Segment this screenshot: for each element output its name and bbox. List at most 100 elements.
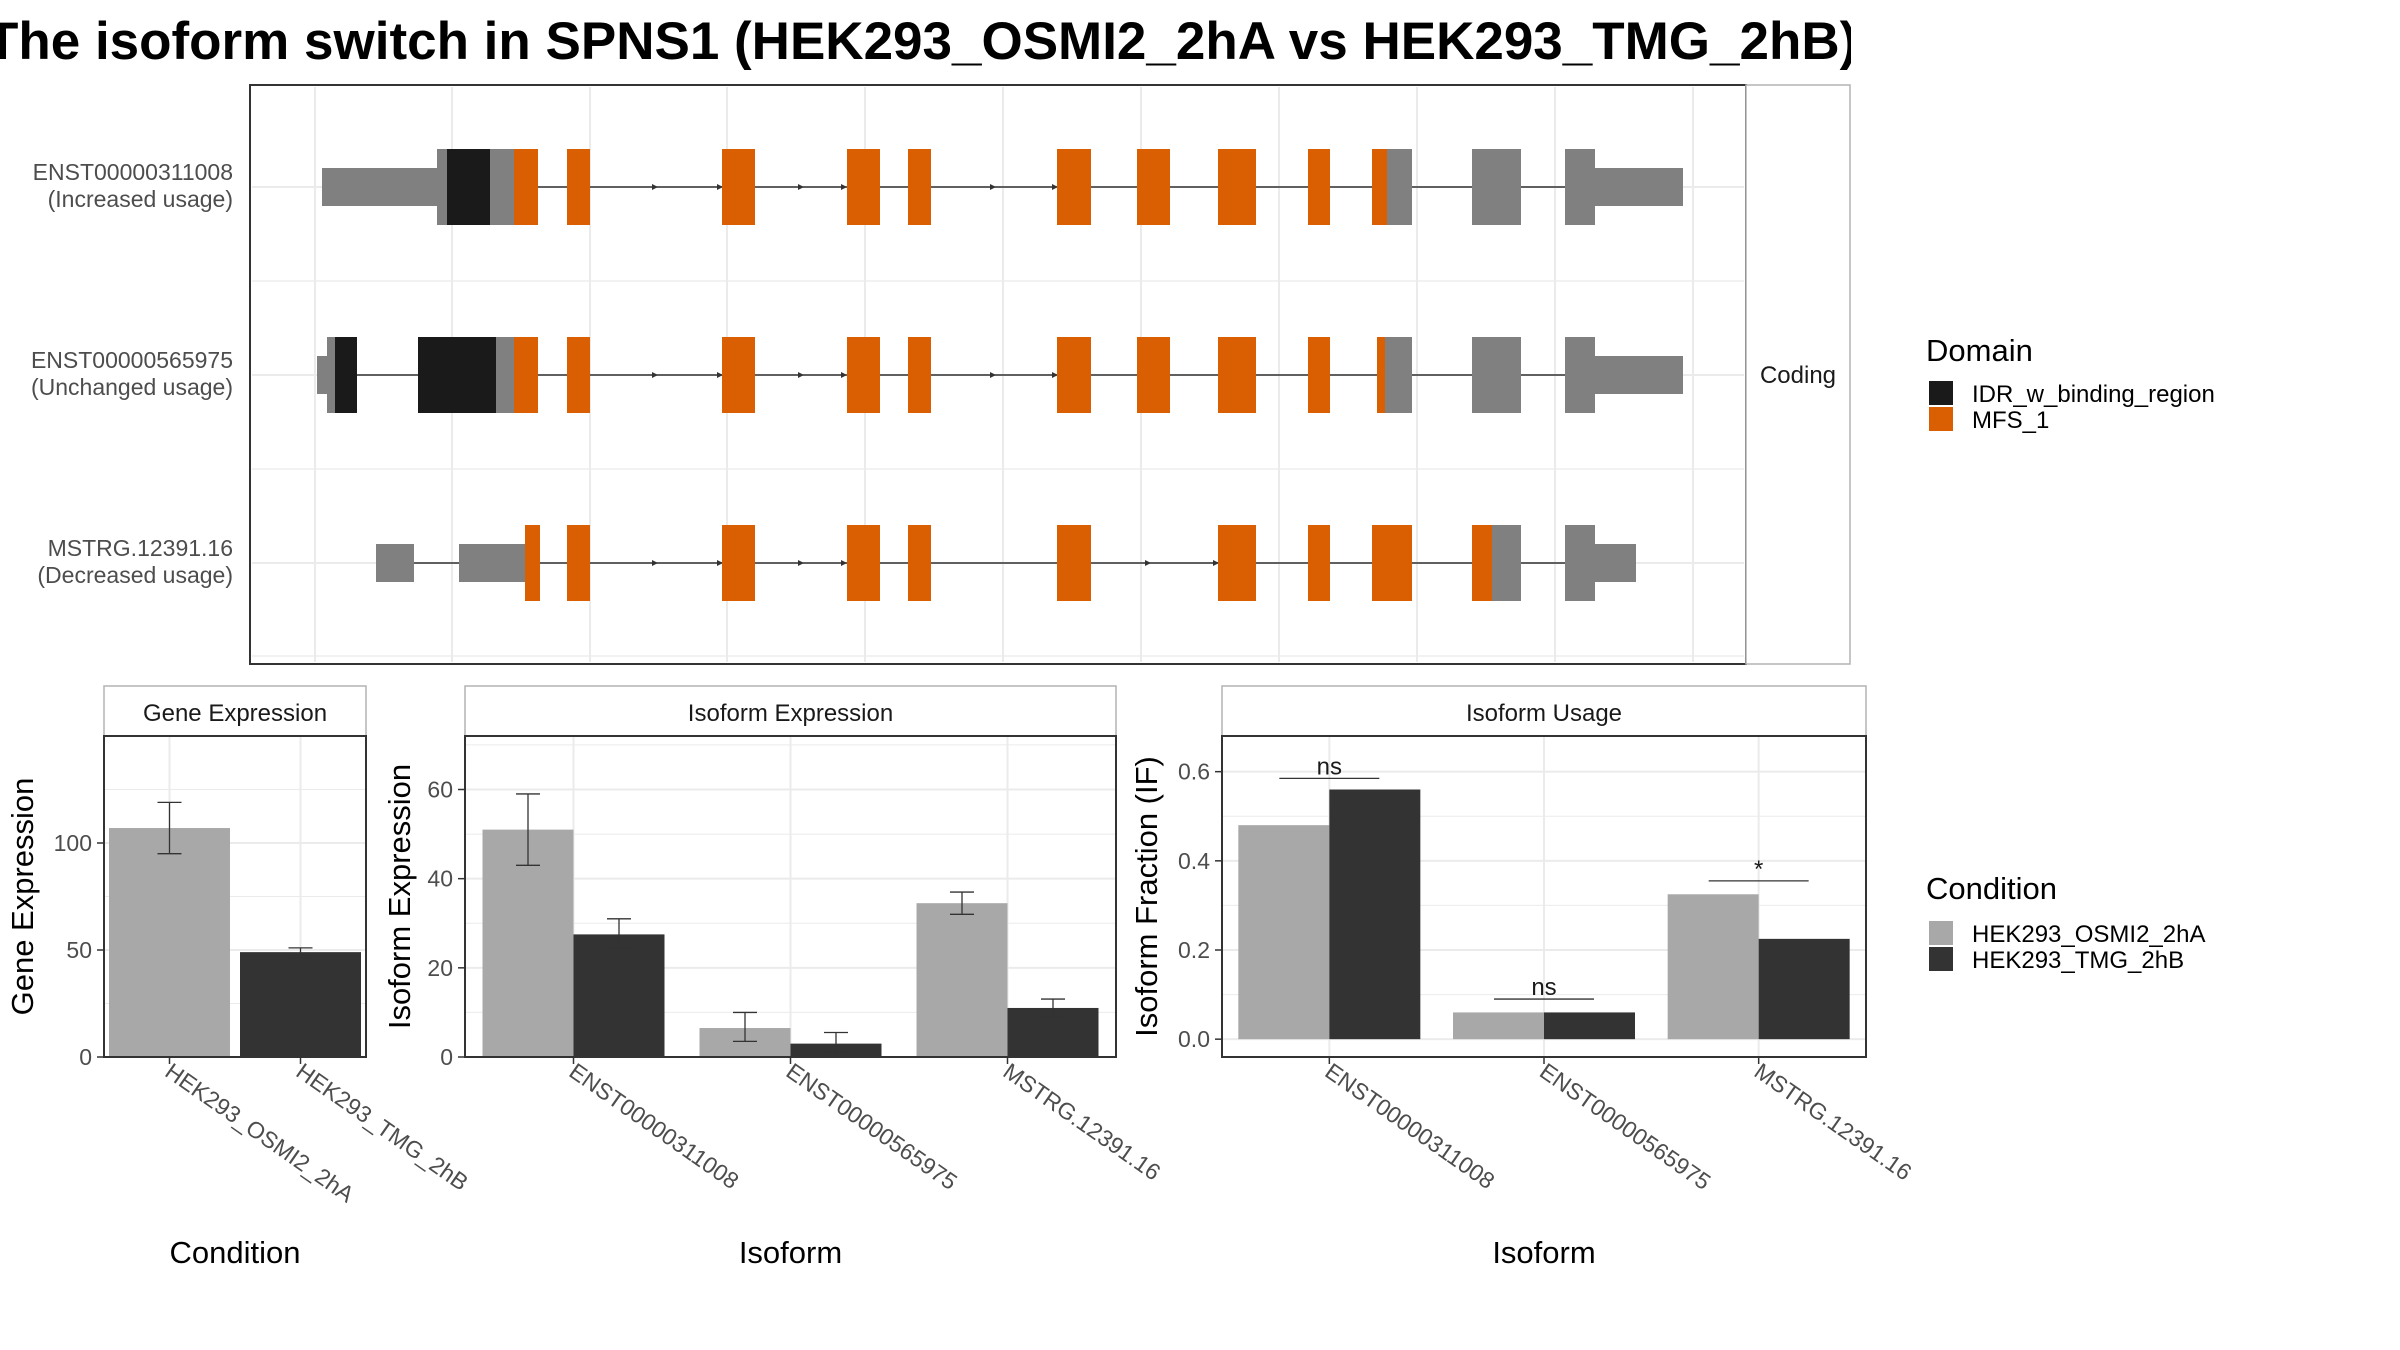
exon-mfs-domain-segment: [1308, 149, 1330, 225]
strand-arrow: [652, 184, 658, 190]
bar: [1329, 789, 1421, 1040]
exon-mfs-domain-segment: [567, 337, 590, 413]
exon-mfs-domain-segment: [1137, 337, 1170, 413]
strand-arrow: [990, 372, 996, 378]
exon-mfs-domain-segment: [1218, 337, 1256, 413]
strand-arrow: [652, 372, 658, 378]
exon-utr-segment: [1565, 525, 1595, 601]
exon-mfs-domain-segment: [1057, 525, 1091, 601]
y-tick-label: 0.4: [1178, 848, 1210, 874]
bar: [240, 952, 361, 1057]
domain-legend: Domain IDR_w_binding_region MFS_1: [1926, 333, 2215, 434]
exon-mfs-domain-segment: [1308, 525, 1330, 601]
exon-mfs-domain-segment: [1308, 337, 1330, 413]
exon-utr-segment: [327, 337, 335, 413]
strand-arrow: [841, 560, 847, 566]
condition-legend-label-a: HEK293_OSMI2_2hA: [1972, 921, 2205, 948]
exon-idr-domain-segment: [447, 149, 490, 225]
bar: [916, 903, 1008, 1057]
exon-mfs-domain-segment: [1057, 149, 1091, 225]
plot-panel-border: [103, 735, 367, 1058]
x-tick-label: ENST00000565975: [1535, 1058, 1715, 1195]
y-tick-label: 0.2: [1178, 937, 1210, 963]
x-tick-label: ENST00000565975: [782, 1058, 962, 1195]
exon-utr-segment: [317, 356, 327, 394]
transcript-3-usage: (Decreased usage): [37, 562, 233, 588]
bar: [573, 934, 665, 1057]
exon-mfs-domain-segment: [514, 337, 538, 413]
domain-legend-swatch-idr: [1929, 381, 1953, 405]
facet-strip: [464, 685, 1117, 737]
exon-mfs-domain-segment: [722, 337, 755, 413]
exon-utr-segment: [1565, 149, 1595, 225]
strand-arrow: [717, 184, 723, 190]
exon-utr-segment: [1492, 525, 1521, 601]
bar: [1758, 938, 1850, 1040]
exon-utr-segment: [1385, 337, 1412, 413]
y-tick-label: 50: [66, 937, 92, 963]
y-tick-label: 40: [427, 866, 453, 892]
y-tick-label: 100: [54, 830, 92, 856]
exon-mfs-domain-segment: [847, 337, 880, 413]
exon-utr-segment: [322, 168, 437, 206]
facet-strip: [103, 685, 367, 737]
transcript-1-track: [322, 149, 1683, 225]
exon-utr-segment: [490, 149, 514, 225]
condition-legend-swatch-a: [1929, 921, 1953, 945]
transcript-2-id: ENST00000565975: [31, 347, 233, 373]
exon-mfs-domain-segment: [567, 525, 590, 601]
facet-strip-label: Isoform Usage: [1466, 700, 1622, 727]
y-tick-label: 20: [427, 955, 453, 981]
domain-legend-swatch-mfs: [1929, 407, 1953, 431]
transcript-3-id: MSTRG.12391.16: [48, 535, 233, 561]
bar: [1238, 825, 1330, 1040]
facet-strip-coding: [1745, 84, 1851, 665]
strand-arrow: [1213, 560, 1219, 566]
strand-arrow: [652, 560, 658, 566]
error-bar: [157, 801, 182, 855]
bar: [109, 828, 230, 1057]
exon-mfs-domain-segment: [847, 525, 880, 601]
exon-mfs-domain-segment: [722, 525, 755, 601]
strand-arrow: [798, 372, 804, 378]
strand-arrow: [1052, 372, 1058, 378]
bar: [482, 829, 574, 1057]
exon-utr-segment: [1565, 337, 1595, 413]
transcript-3-track: [376, 525, 1636, 601]
error-bar: [1041, 998, 1065, 1018]
x-axis-title: Isoform: [1492, 1235, 1595, 1270]
exon-utr-segment: [1595, 356, 1683, 394]
y-tick-label: 60: [427, 777, 453, 803]
exon-mfs-domain-segment: [908, 337, 931, 413]
y-tick-label: 0: [440, 1044, 453, 1070]
facet-strip-label: Gene Expression: [143, 700, 327, 727]
transcript-1-usage: (Increased usage): [48, 186, 233, 212]
page-title: The isoform switch in SPNS1 (HEK293_OSMI…: [0, 12, 1851, 71]
domain-legend-title: Domain: [1926, 333, 2033, 368]
x-axis-title: Condition: [170, 1235, 301, 1270]
exon-utr-segment: [496, 337, 514, 413]
exon-mfs-domain-segment: [567, 149, 590, 225]
strand-arrow: [841, 372, 847, 378]
x-axis-title: Isoform: [739, 1235, 842, 1270]
exon-utr-segment: [1472, 149, 1521, 225]
error-bar: [733, 1011, 757, 1043]
strand-arrow: [1052, 184, 1058, 190]
strand-arrow: [798, 560, 804, 566]
strand-arrow: [1145, 560, 1151, 566]
facet-strip-label: Isoform Expression: [688, 700, 893, 727]
error-bar: [288, 947, 313, 958]
exon-utr-segment: [376, 544, 414, 582]
exon-utr-segment: [1472, 337, 1521, 413]
exon-mfs-domain-segment: [1472, 525, 1492, 601]
strand-arrow: [717, 560, 723, 566]
condition-legend-title: Condition: [1926, 871, 2057, 906]
x-tick-label: MSTRG.12391.16: [1750, 1058, 1917, 1186]
exon-mfs-domain-segment: [722, 149, 755, 225]
error-bar: [516, 793, 540, 866]
bar: [1667, 894, 1759, 1040]
significance-label: *: [1754, 856, 1763, 883]
y-axis-title: Isoform Fraction (IF): [1129, 756, 1164, 1037]
exon-mfs-domain-segment: [1372, 525, 1412, 601]
isoform-usage-chart: Isoform Usage ns ns * 0.0 0.2 0.4 0.6 ENST000003…: [1129, 685, 1917, 1270]
